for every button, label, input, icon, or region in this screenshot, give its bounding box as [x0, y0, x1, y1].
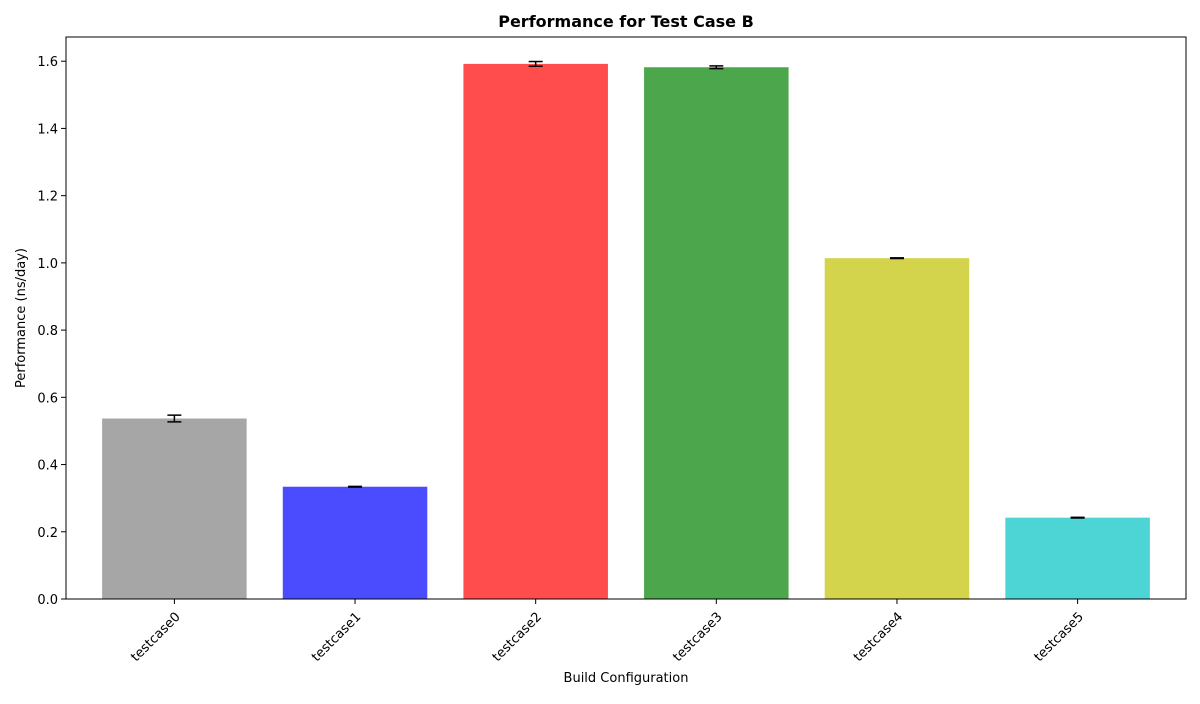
y-axis-ticks: 0.0 0.2 0.4 0.6 0.8 1.0 1.2 1.4 1.6	[37, 55, 66, 608]
y-tick-label: 1.0	[37, 257, 58, 272]
x-tick-label: testcase5	[1032, 610, 1087, 665]
x-tick-label: testcase4	[851, 610, 906, 665]
y-tick-label: 1.6	[37, 55, 58, 70]
x-axis-label: Build Configuration	[564, 671, 689, 686]
x-tick-label: testcase0	[128, 610, 183, 665]
bar-testcase5	[1005, 517, 1150, 599]
y-tick-label: 0.6	[37, 391, 58, 406]
error-bars-group	[167, 60, 1085, 519]
y-tick-label: 0.2	[37, 526, 58, 541]
x-tick-label: testcase3	[670, 610, 725, 665]
y-axis-label: Performance (ns/day)	[14, 248, 29, 388]
x-tick-label: testcase2	[490, 610, 545, 665]
y-tick-label: 1.2	[37, 190, 58, 205]
bar-testcase0	[102, 418, 247, 599]
bars-group	[102, 63, 1150, 599]
plot-frame	[65, 36, 1187, 600]
y-tick-label: 1.4	[37, 122, 58, 137]
x-axis-ticks: testcase0 testcase1 testcase2 testcase3 test…	[128, 599, 1087, 665]
y-tick-label: 0.8	[37, 324, 58, 339]
bar-testcase3	[644, 67, 789, 599]
chart-title: Performance for Test Case B	[498, 12, 754, 31]
y-tick-label: 0.4	[37, 459, 58, 474]
y-tick-label: 0.0	[37, 593, 58, 608]
x-tick-label: testcase1	[309, 610, 364, 665]
bar-testcase1	[282, 486, 428, 599]
bar-testcase4	[824, 258, 970, 599]
bar-testcase2	[463, 63, 608, 599]
